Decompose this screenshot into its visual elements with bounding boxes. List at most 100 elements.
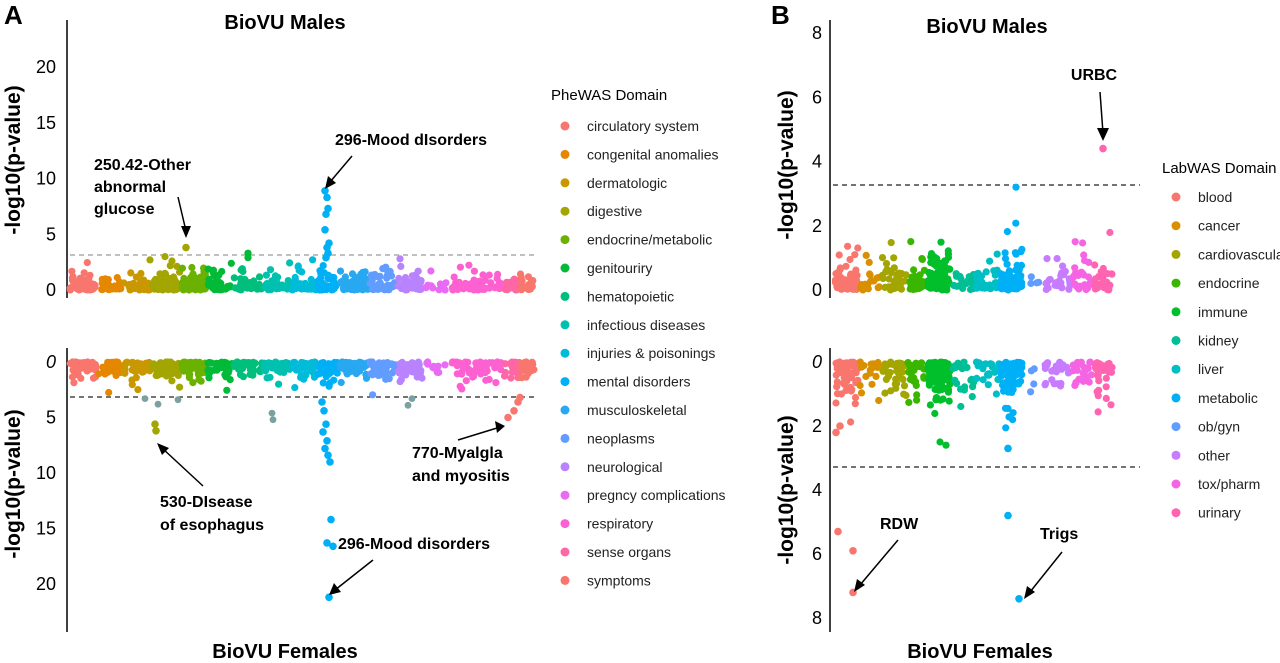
panel-a-legend-label-13: pregncy complications [587, 487, 726, 503]
panel-b-bottom-11-point [1094, 408, 1102, 416]
panel-a-legend-key-0 [560, 121, 570, 131]
panel-b-top-7-point [1018, 245, 1026, 253]
panel-b-letter: B [771, 0, 790, 30]
panel-b-bottom-9-point [1048, 376, 1056, 384]
annotation-770-arrowhead [495, 421, 505, 433]
panel-a-bottom-15-point [510, 365, 518, 373]
panel-a-bottom-14-point [485, 375, 493, 384]
panel-a-bottom-0-point [68, 373, 76, 381]
panel-a-top-ticks: 0 5 10 15 20 [36, 57, 56, 300]
panel-b-top-1-point [866, 271, 874, 279]
panel-a-bottom-2-point [142, 365, 150, 373]
panel-b-top-11-point [1106, 281, 1114, 289]
panel-a-top-extra [244, 254, 252, 262]
panel-a-top-7-point [262, 271, 270, 279]
panel-a-bottom-1-point [107, 359, 115, 367]
panel-b-top-7-point [1012, 250, 1020, 258]
panel-b-top-2-point [879, 274, 887, 283]
panel-b-top-9-point [1065, 285, 1073, 293]
panel-b-bottom-7-point [1009, 378, 1017, 386]
highlight-296-females [324, 451, 332, 460]
panel-a-top-5-point [206, 277, 214, 285]
panel-b-bottom-1-point [872, 372, 880, 380]
panel-a: A BioVU Males BioVU Females -log10(p-val… [2, 0, 726, 663]
panel-b-top-0-point [853, 271, 861, 279]
panel-b-bottom-4-point [926, 379, 934, 387]
panel-b-top-10-point [1076, 282, 1084, 290]
panel-b-bottom-10-point [1077, 358, 1085, 366]
panel-a-bottom-16-point [522, 358, 530, 366]
panel-b-bottom-7-point [1017, 377, 1025, 385]
panel-a-bottom-3-point [158, 363, 166, 371]
panel-b-bottom-2-point [900, 390, 908, 398]
panel-a-top-14-point [456, 263, 464, 271]
panel-b-bottom-11-point [1102, 374, 1110, 382]
panel-a-bottom-14-point [465, 369, 473, 377]
panel-a-bottom-14-point [464, 358, 472, 366]
panel-b-legend-label-3: endocrine [1198, 275, 1260, 291]
panel-a-top-extra [146, 256, 154, 264]
panel-a-top-12-point [398, 283, 407, 292]
panel-b-top-11-point [1091, 282, 1099, 290]
panel-b-top-0-point [837, 283, 845, 291]
highlight-296-males [322, 253, 330, 262]
annotation-296-males-label: 296-Mood dIsorders [335, 132, 487, 149]
annotation-770: 770-Myalgla and myositis [412, 421, 510, 485]
panel-a-bottom-2-point [132, 374, 140, 382]
panel-a-bottom-12-point [417, 366, 425, 374]
panel-a-bottom-3-point [174, 371, 182, 379]
panel-a-top-12-point [414, 282, 423, 291]
highlight-trigs [1015, 595, 1023, 603]
panel-b-top-11-point [1091, 275, 1099, 283]
panel-b-bottom-0-point [843, 377, 851, 385]
panel-b-bottom-0-point [848, 385, 856, 393]
panel-b-top-5-point [964, 277, 972, 285]
panel-b-bottom-4-point [935, 362, 943, 370]
panel-a-legend-key-13 [560, 490, 570, 500]
panel-a-bottom-0-point [80, 359, 88, 367]
panel-b-bottom-11-point [1102, 383, 1110, 391]
panel-a-bottom-14-point [450, 358, 458, 366]
panel-b-legend: LabWAS Domain blood cancer cardiovascular e… [1162, 160, 1280, 521]
panel-b-top-10-point [1084, 284, 1092, 292]
panel-a-bottom-2-point [120, 361, 128, 369]
panel-a-legend-label-2: dermatologic [587, 175, 667, 191]
annotation-250-42-line-2: abnormal [94, 179, 166, 196]
panel-b-bottom-0-point [847, 358, 855, 366]
highlight-296-females [318, 398, 326, 406]
panel-b-bottom-3-point [913, 391, 921, 399]
panel-b-top-4-point [945, 265, 954, 273]
panel-a-bottom-9-point [325, 382, 333, 390]
panel-a-legend-key-8 [560, 348, 570, 358]
panel-a-bottom-14-point [459, 363, 467, 371]
panel-b-bottom-4-point [939, 395, 947, 403]
panel-a-top-14-point [485, 271, 493, 279]
panel-b-bottom-0-point [833, 378, 841, 386]
panel-a-bottom-1-point [95, 370, 103, 378]
panel-a-legend-title: PheWAS Domain [551, 87, 667, 104]
panel-b-top-8-point [1033, 279, 1041, 287]
panel-b-top-10-point [1079, 269, 1087, 278]
panel-b-top-tick-4: 4 [812, 152, 822, 172]
panel-a-top-4-point [180, 274, 188, 282]
annotation-250-42-arrowhead [181, 226, 191, 238]
panel-a-top-11-point [372, 282, 380, 290]
panel-a-bottom-13-point [429, 364, 437, 372]
panel-a-top-6-point [255, 273, 264, 281]
annotation-250-42-arrow [177, 196, 187, 232]
panel-b-bottom-10-point [1075, 375, 1083, 383]
panel-b-bottom-10-point [1087, 371, 1096, 379]
panel-a-bottom-7-point [276, 368, 284, 376]
panel-a-top-12-point [401, 274, 410, 282]
panel-a-top-2-point [127, 284, 136, 292]
panel-a-top-4-point [196, 286, 205, 294]
panel-a-bottom-15-point [500, 372, 509, 380]
panel-a-legend-label-12: neurological [587, 459, 663, 475]
panel-a-top-5-point [216, 286, 224, 294]
panel-b-top-3-point [907, 280, 915, 289]
panel-b-bottom-4-point [944, 388, 953, 396]
panel-a-top-4-point [178, 264, 186, 272]
panel-b-bottom-tick-8: 8 [812, 608, 822, 628]
panel-a-top-14-point [485, 284, 493, 292]
